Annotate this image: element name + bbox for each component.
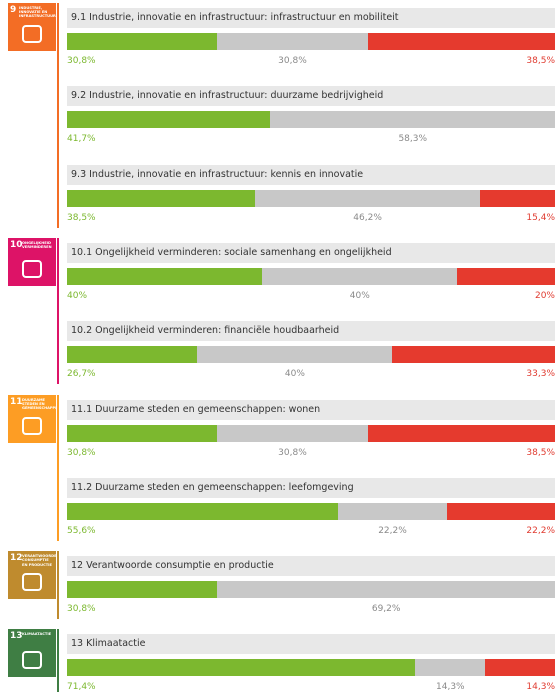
value-label: 20% — [534, 290, 555, 301]
value-label: 22,2% — [526, 525, 555, 536]
value-label: 30,8% — [67, 56, 96, 66]
value-label: 30,8% — [278, 56, 307, 66]
value-label: 38,5% — [526, 56, 555, 66]
bar-segment — [67, 502, 339, 520]
bar-segment — [217, 424, 368, 442]
value-label: 40% — [67, 290, 88, 301]
bar-segment — [485, 659, 555, 677]
goal-line — [57, 629, 59, 692]
bar-segment — [217, 581, 555, 599]
goal-symbol — [22, 573, 42, 592]
bar-segment — [270, 111, 555, 129]
goal-number: 12 — [10, 553, 23, 564]
value-label: 71,4% — [67, 682, 96, 692]
item-title: 10.1 Ongelijkheid verminderen: sociale s… — [67, 242, 555, 263]
goal-line — [57, 237, 59, 385]
value-label: 41,7% — [67, 134, 96, 145]
item-title: 11.1 Duurzame steden en gemeenschappen: … — [67, 399, 555, 420]
goal-icon — [8, 3, 56, 51]
goal-label: KLIMAATACTIE — [22, 632, 52, 637]
bar-segment — [67, 33, 218, 50]
goal-symbol — [22, 416, 42, 435]
goal-line — [57, 551, 59, 620]
item-title: 13 Klimaatactie — [67, 634, 555, 655]
goal-number: 11 — [10, 396, 23, 407]
item-title: 9.2 Industrie, innovatie en infrastructu… — [67, 86, 555, 107]
bar-segment — [67, 581, 218, 599]
bar-segment — [67, 111, 271, 129]
item-title: 9.3 Industrie, innovatie en infrastructu… — [67, 164, 555, 185]
bar-segment — [415, 659, 486, 677]
bar-segment — [197, 346, 393, 364]
item-title: 9.1 Industrie, innovatie en infrastructu… — [67, 8, 555, 28]
goal-icon — [8, 394, 56, 443]
value-label: 30,8% — [278, 447, 307, 458]
goal-icon — [8, 629, 56, 678]
value-label: 15,4% — [526, 212, 555, 223]
goal-icon — [8, 237, 56, 286]
goal-line — [57, 394, 59, 542]
goal-symbol — [22, 25, 42, 43]
value-label: 46,2% — [353, 212, 382, 223]
goal-number: 9 — [10, 5, 17, 15]
value-label: 14,3% — [526, 682, 555, 692]
bar-segment — [67, 267, 263, 285]
goal-number: 10 — [10, 239, 23, 250]
value-label: 30,8% — [67, 604, 96, 615]
value-label: 55,6% — [67, 525, 96, 536]
value-label: 58,3% — [398, 134, 428, 145]
value-label: 38,5% — [526, 447, 555, 458]
bar-segment — [254, 189, 481, 207]
bar-segment — [262, 267, 458, 285]
bar-segment — [217, 33, 368, 50]
goal-symbol — [22, 651, 42, 670]
bar-segment — [367, 424, 556, 442]
value-label: 40% — [349, 290, 370, 301]
bar-segment — [67, 424, 218, 442]
goal-label: ONGELIJKHEID VERMINDEREN — [22, 240, 52, 250]
bar-segment — [446, 502, 555, 520]
goal-symbol — [22, 259, 42, 278]
bar-segment — [338, 502, 447, 520]
bar-segment — [67, 346, 198, 364]
bar-segment — [67, 659, 416, 677]
goal-label: VERANTWOORDE CONSUMPTIE EN PRODUCTIE — [22, 554, 57, 567]
bar-segment — [457, 267, 555, 285]
goal-label: INDUSTRIE, INNOVATIE EN INFRASTRUCTUUR — [19, 6, 56, 19]
bar-segment — [67, 189, 255, 207]
value-label: 33,3% — [526, 369, 555, 380]
value-label: 14,3% — [436, 682, 465, 692]
value-label: 40% — [284, 369, 305, 380]
goal-icon — [8, 551, 56, 600]
goal-number: 13 — [10, 631, 23, 642]
bar-segment — [480, 189, 556, 207]
bar-segment — [367, 33, 556, 50]
item-title: 10.2 Ongelijkheid verminderen: financiël… — [67, 321, 555, 342]
value-label: 30,8% — [67, 447, 96, 458]
value-label: 22,2% — [378, 525, 407, 536]
value-label: 69,2% — [371, 604, 401, 615]
value-label: 38,5% — [67, 212, 96, 223]
item-title: 11.2 Duurzame steden en gemeenschappen: … — [67, 477, 555, 498]
bar-segment — [392, 346, 555, 364]
goal-line — [57, 3, 59, 228]
item-title: 12 Verantwoorde consumptie en productie — [67, 556, 555, 577]
value-label: 26,7% — [67, 369, 96, 380]
goal-label: DUURZAME STEDEN EN GEMEENSCHAPPEN — [22, 397, 61, 410]
